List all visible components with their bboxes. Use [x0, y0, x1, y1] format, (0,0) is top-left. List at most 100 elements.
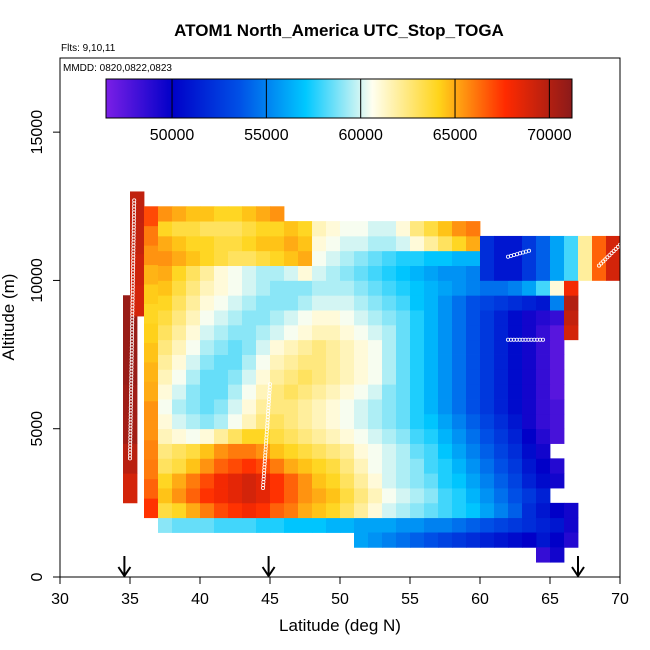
heatmap-cell [228, 369, 243, 385]
heatmap-cell [284, 502, 299, 519]
heatmap-cell [284, 250, 299, 266]
sample-point [541, 337, 546, 342]
heatmap-cell [256, 369, 271, 385]
heatmap-cell [354, 473, 369, 489]
heatmap-cell [172, 221, 187, 237]
heatmap-cell [424, 324, 439, 341]
heatmap-cell [410, 235, 425, 252]
heatmap-cell [172, 413, 187, 430]
heatmap-cell [312, 280, 327, 296]
heatmap-cell [354, 532, 369, 548]
heatmap-cell [312, 517, 327, 533]
heatmap-cell [144, 381, 159, 402]
heatmap-cell [494, 428, 509, 444]
heatmap-cell [382, 280, 397, 296]
heatmap-cell [270, 280, 285, 296]
heatmap-cell [284, 428, 299, 444]
heatmap-cell [424, 235, 439, 252]
colorbar-tick-label: 60000 [338, 127, 383, 144]
chart-title: ATOM1 North_America UTC_Stop_TOGA [174, 21, 504, 40]
heatmap-cell [200, 443, 215, 459]
heatmap-cell [214, 206, 229, 222]
heatmap-cell [536, 354, 551, 370]
heatmap-cell [396, 488, 411, 504]
heatmap-cell [186, 488, 201, 504]
heatmap-cell [564, 310, 579, 326]
heatmap-cell [536, 399, 551, 415]
heatmap-cell [536, 339, 551, 355]
heatmap-cell [536, 488, 551, 504]
heatmap-cell [424, 295, 439, 311]
heatmap-cell [466, 354, 481, 370]
heatmap-cell [354, 517, 369, 533]
heatmap-cell [256, 295, 271, 311]
heatmap-cell [200, 265, 215, 281]
heatmap-cell [452, 428, 467, 444]
heatmap-cell [284, 384, 299, 400]
heatmap-cell [494, 413, 509, 430]
heatmap-cell [144, 323, 159, 343]
heatmap-cell [284, 235, 299, 252]
heatmap-cell [452, 221, 467, 237]
heatmap-cell [508, 235, 523, 281]
heatmap-cell [550, 547, 565, 563]
heatmap-cell [368, 473, 383, 489]
heatmap-cell [270, 384, 285, 400]
heatmap-cell [494, 532, 509, 548]
heatmap-cell [536, 428, 551, 444]
heatmap-cell [158, 413, 173, 430]
heatmap-cell [396, 517, 411, 533]
heatmap-cell [410, 399, 425, 415]
heatmap-cell [438, 413, 453, 430]
heatmap-cell [578, 235, 593, 281]
heatmap-cell [550, 473, 565, 489]
heatmap-cell [396, 221, 411, 237]
heatmap-cell [354, 265, 369, 281]
heatmap-cell [410, 280, 425, 296]
heatmap-cell [214, 502, 229, 519]
heatmap-cell [172, 473, 187, 489]
heatmap-cell [550, 399, 565, 415]
heatmap-cell [452, 413, 467, 430]
heatmap-cell [242, 488, 257, 504]
heatmap-cell [158, 458, 173, 474]
heatmap-cell [536, 310, 551, 326]
sample-point [605, 255, 610, 260]
heatmap-cell [410, 265, 425, 281]
heatmap-cell [186, 206, 201, 222]
heatmap-cell [228, 502, 243, 519]
heatmap-cell [340, 324, 355, 341]
heatmap-cell [326, 324, 341, 341]
heatmap-cell [284, 369, 299, 385]
heatmap-cell [424, 339, 439, 355]
heatmap-cell [536, 517, 551, 533]
heatmap-cell [172, 295, 187, 311]
heatmap-cell [424, 221, 439, 237]
heatmap-cell [438, 295, 453, 311]
heatmap-cell [214, 324, 229, 341]
heatmap-cell [242, 458, 257, 474]
heatmap-cell [144, 225, 159, 246]
heatmap-cell [410, 384, 425, 400]
heatmap-cell [242, 324, 257, 341]
heatmap-cell [298, 413, 313, 430]
heatmap-cell [158, 295, 173, 311]
heatmap-cell [494, 399, 509, 415]
heatmap-cell [452, 310, 467, 326]
heatmap-cell [144, 303, 159, 324]
heatmap-cell [550, 235, 565, 281]
heatmap-cell [172, 369, 187, 385]
heatmap-cell [172, 324, 187, 341]
heatmap-cell [340, 384, 355, 400]
heatmap-cell [494, 458, 509, 474]
heatmap-cell [186, 339, 201, 355]
heatmap-cell [144, 478, 159, 499]
heatmap-cell [284, 443, 299, 459]
heatmap-cell [368, 221, 383, 237]
heatmap-cell [354, 324, 369, 341]
heatmap-cell [508, 310, 523, 326]
heatmap-cell [536, 547, 551, 563]
heatmap-cell [522, 473, 537, 489]
heatmap-cell [410, 473, 425, 489]
heatmap-cell [466, 265, 481, 281]
